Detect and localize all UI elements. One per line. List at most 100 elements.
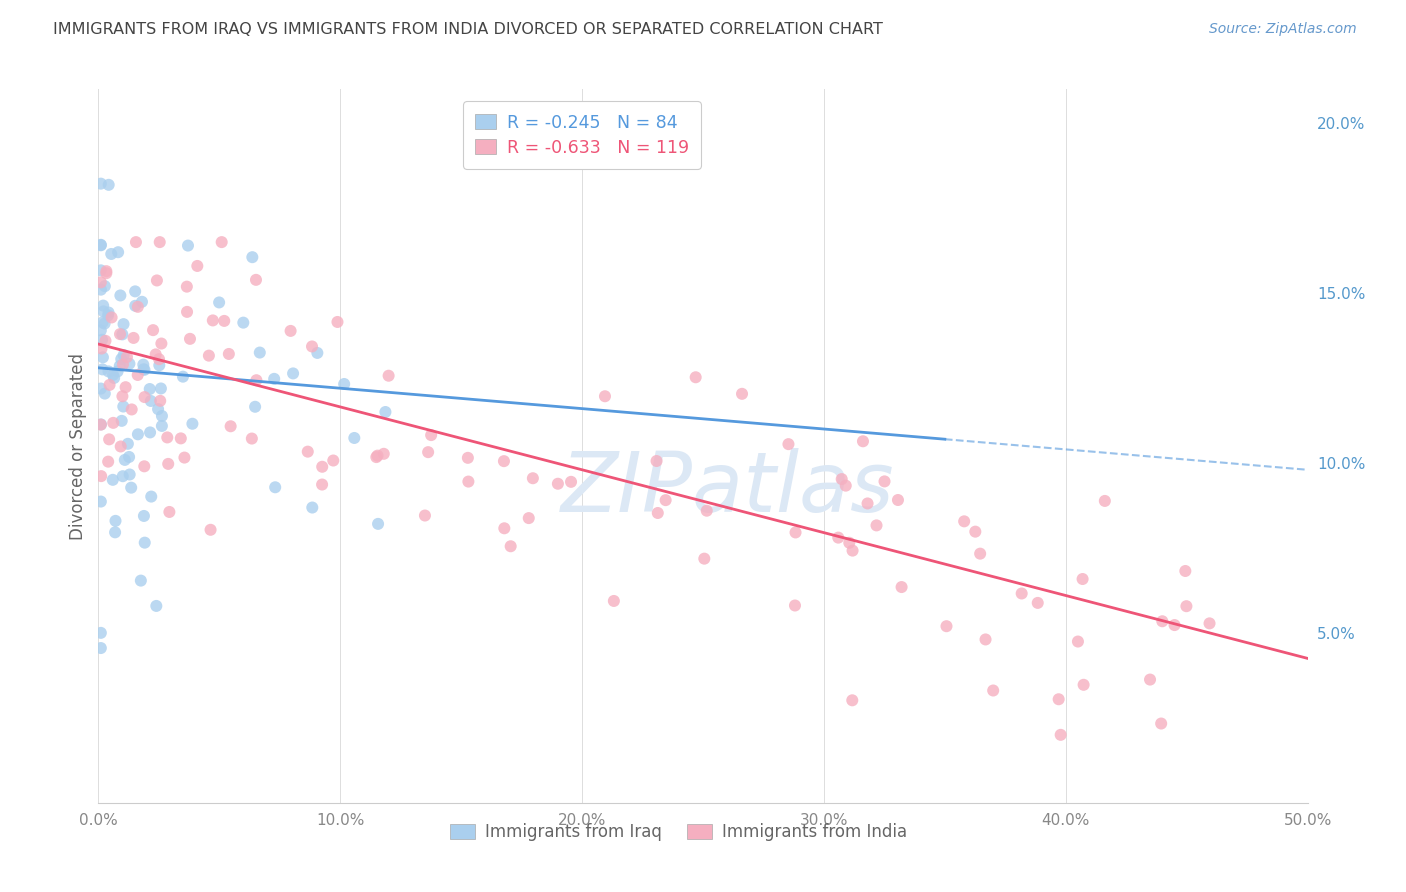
Point — [90, 276, 112, 290]
Point — [245, 273, 267, 287]
Point — [418, 445, 440, 459]
Point — [117, 437, 139, 451]
Point — [974, 632, 997, 647]
Point — [1198, 616, 1220, 631]
Point — [170, 431, 193, 445]
Point — [124, 285, 146, 299]
Point — [219, 419, 242, 434]
Point — [181, 417, 204, 431]
Point — [134, 363, 156, 377]
Point — [560, 475, 582, 489]
Point — [108, 327, 131, 342]
Point — [333, 376, 356, 391]
Point — [243, 400, 266, 414]
Point — [785, 525, 807, 540]
Point — [685, 370, 707, 384]
Point — [232, 316, 254, 330]
Point — [127, 368, 149, 382]
Point — [176, 305, 198, 319]
Point — [890, 580, 912, 594]
Point — [114, 380, 136, 394]
Point — [1026, 596, 1049, 610]
Point — [114, 453, 136, 467]
Text: ZIPatlas: ZIPatlas — [561, 449, 894, 529]
Point — [838, 535, 860, 549]
Point — [150, 409, 173, 423]
Point — [100, 310, 122, 325]
Point — [1011, 586, 1033, 600]
Point — [343, 431, 366, 445]
Point — [139, 394, 162, 409]
Point — [297, 444, 319, 458]
Point — [94, 279, 117, 293]
Point — [148, 352, 170, 367]
Point — [142, 323, 165, 337]
Point — [127, 300, 149, 314]
Point — [865, 518, 887, 533]
Point — [112, 400, 135, 414]
Point — [93, 317, 115, 331]
Point — [831, 472, 853, 486]
Point — [841, 693, 863, 707]
Point — [835, 478, 858, 492]
Point — [103, 416, 125, 430]
Point — [108, 359, 131, 373]
Point — [97, 364, 120, 378]
Point — [696, 504, 718, 518]
Point — [240, 432, 263, 446]
Point — [90, 625, 112, 640]
Point — [90, 177, 112, 191]
Point — [91, 351, 114, 365]
Point — [90, 417, 112, 432]
Point — [118, 357, 141, 371]
Point — [887, 493, 910, 508]
Point — [245, 373, 267, 387]
Point — [693, 551, 716, 566]
Point — [150, 336, 173, 351]
Point — [494, 521, 516, 535]
Point — [281, 367, 304, 381]
Point — [280, 324, 302, 338]
Point — [91, 299, 114, 313]
Point — [101, 368, 124, 382]
Point — [90, 417, 112, 432]
Point — [367, 516, 389, 531]
Text: Source: ZipAtlas.com: Source: ZipAtlas.com — [1209, 22, 1357, 37]
Point — [90, 238, 112, 252]
Point — [131, 294, 153, 309]
Point — [1047, 692, 1070, 706]
Point — [654, 493, 676, 508]
Point — [208, 295, 231, 310]
Point — [326, 315, 349, 329]
Point — [645, 454, 668, 468]
Point — [98, 378, 121, 392]
Point — [138, 382, 160, 396]
Point — [827, 531, 849, 545]
Point — [263, 372, 285, 386]
Point — [97, 305, 120, 319]
Point — [90, 283, 112, 297]
Point — [367, 449, 389, 463]
Point — [104, 514, 127, 528]
Point — [124, 299, 146, 313]
Point — [97, 178, 120, 192]
Point — [122, 331, 145, 345]
Point — [90, 263, 112, 277]
Point — [90, 237, 112, 252]
Point — [211, 235, 233, 249]
Point — [100, 247, 122, 261]
Point — [377, 368, 399, 383]
Point — [111, 358, 134, 372]
Point — [1152, 614, 1174, 628]
Point — [873, 475, 896, 489]
Point — [107, 364, 129, 378]
Point — [965, 524, 987, 539]
Point — [115, 350, 138, 364]
Legend: Immigrants from Iraq, Immigrants from India: Immigrants from Iraq, Immigrants from In… — [444, 817, 914, 848]
Point — [134, 535, 156, 549]
Point — [112, 348, 135, 362]
Point — [111, 327, 134, 342]
Point — [547, 476, 569, 491]
Point — [91, 362, 114, 376]
Point — [212, 314, 235, 328]
